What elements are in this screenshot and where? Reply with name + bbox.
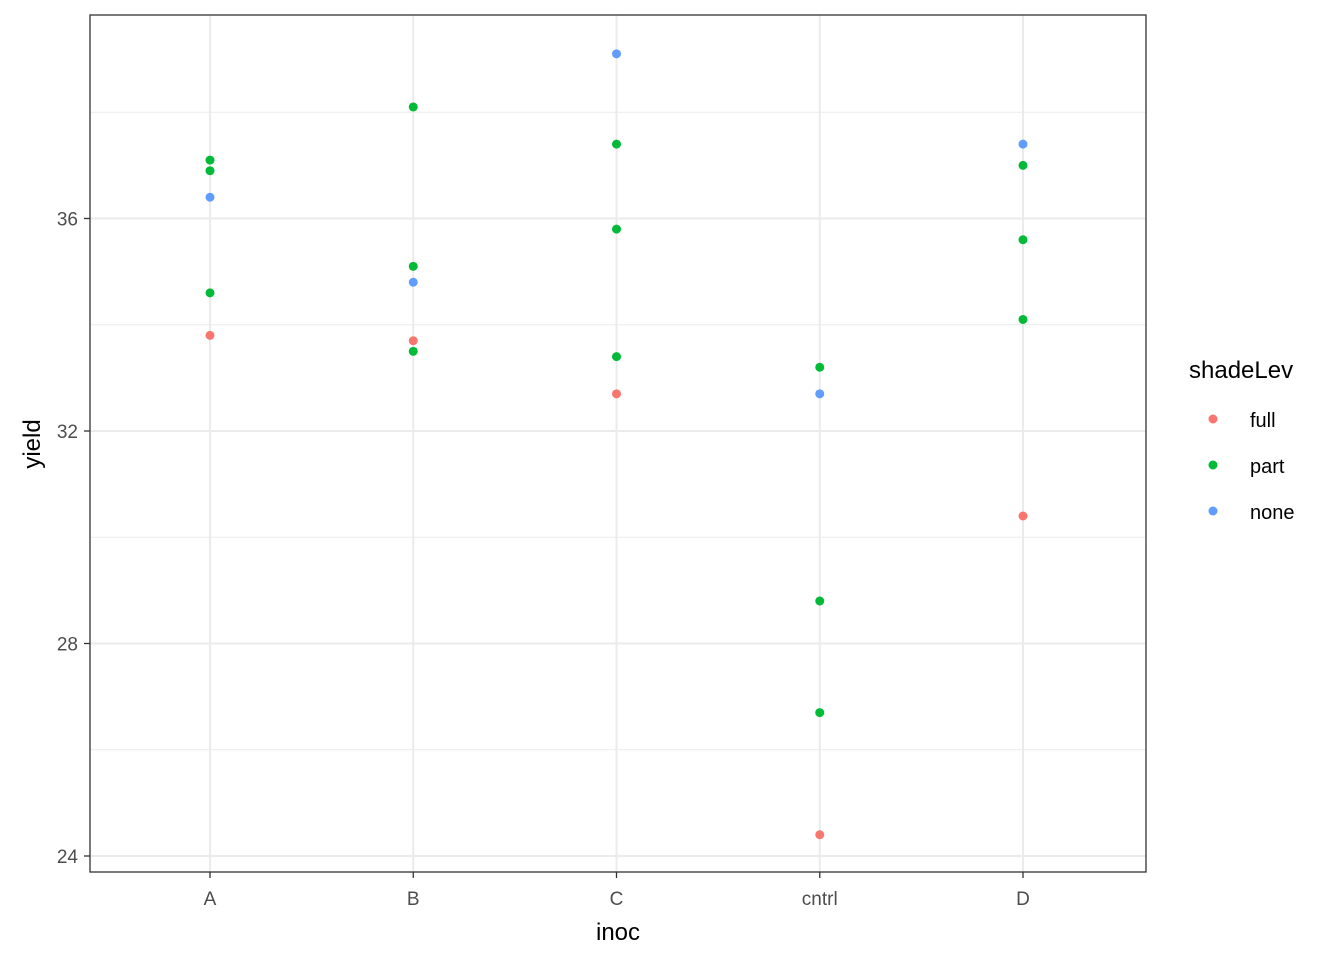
data-point-part — [1018, 235, 1028, 245]
data-point-full — [1018, 511, 1028, 521]
data-point-full — [408, 336, 418, 346]
data-point-part — [815, 362, 825, 372]
y-tick-label: 24 — [57, 847, 79, 868]
data-point-part — [1018, 160, 1028, 170]
plot-panel-background — [90, 15, 1146, 872]
grid-minor — [90, 111, 1146, 751]
data-point-part — [205, 166, 215, 176]
y-axis-title: yield — [19, 419, 46, 468]
legend-label-part: part — [1250, 456, 1285, 478]
data-point-part — [408, 102, 418, 112]
data-point-part — [408, 346, 418, 356]
x-axis-title: inoc — [596, 919, 640, 946]
data-point-none — [205, 192, 215, 202]
data-point-part — [1018, 314, 1028, 324]
legend-label-none: none — [1250, 502, 1295, 524]
legend-key-full — [1208, 414, 1218, 424]
x-tick-label: B — [407, 889, 420, 910]
x-tick-label: C — [610, 889, 624, 910]
y-axis: 24 28 32 36 — [57, 210, 90, 868]
data-point-part — [612, 224, 621, 234]
data-point-part — [205, 288, 215, 298]
data-point-none — [815, 389, 825, 399]
legend-key-part — [1208, 460, 1218, 470]
data-point-full — [815, 830, 825, 840]
y-tick-label: 32 — [57, 422, 78, 443]
data-point-full — [612, 389, 621, 399]
data-point-part — [815, 596, 825, 606]
legend-label-full: full — [1250, 410, 1276, 432]
y-tick-label: 28 — [57, 635, 78, 656]
x-tick-label: cntrl — [802, 889, 838, 910]
data-point-part — [408, 261, 418, 271]
x-tick-label: D — [1016, 889, 1030, 910]
legend-title: shadeLev — [1189, 357, 1293, 384]
data-point-none — [408, 277, 418, 287]
data-point-part — [612, 352, 621, 362]
data-point-none — [612, 49, 621, 59]
data-point-none — [1018, 139, 1028, 149]
y-tick-label: 36 — [57, 210, 78, 231]
legend: shadeLev full part none — [1189, 357, 1295, 524]
data-point-part — [205, 155, 215, 165]
legend-key-none — [1208, 506, 1218, 516]
data-point-full — [205, 330, 215, 340]
data-points — [205, 49, 1028, 840]
x-tick-label: A — [204, 889, 217, 910]
data-point-part — [612, 139, 621, 149]
data-point-part — [815, 708, 825, 718]
plot-panel-border — [89, 14, 1147, 873]
